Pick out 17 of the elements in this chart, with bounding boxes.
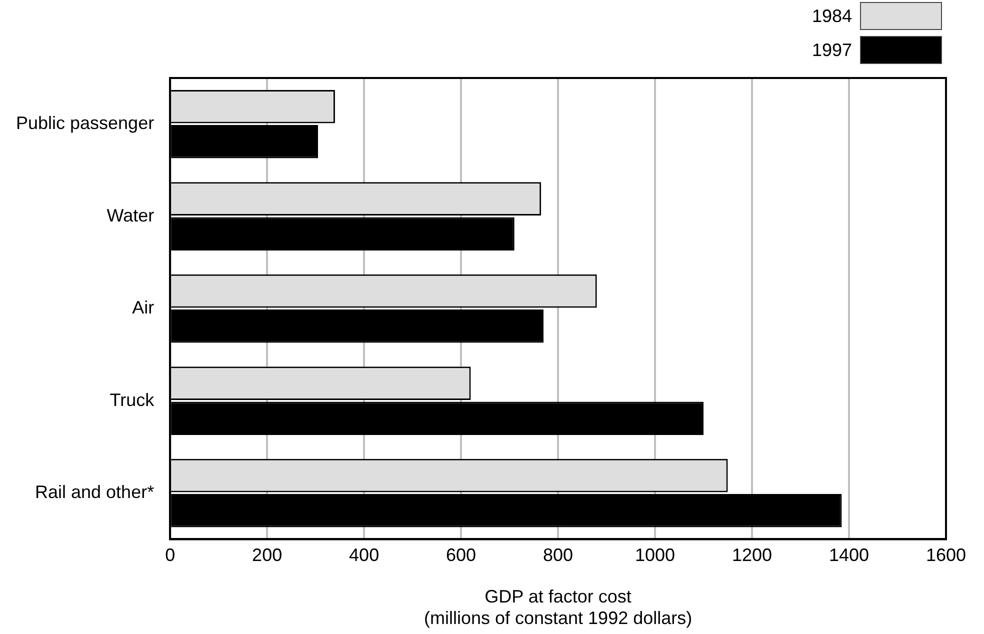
x-tick-label: 600 (446, 544, 476, 565)
y-tick-label: Air (132, 298, 154, 318)
x-tick-label: 1200 (732, 544, 772, 565)
y-tick-label: Truck (110, 390, 156, 410)
x-tick-label: 800 (543, 544, 574, 565)
x-axis-title: GDP at factor cost (millions of constant 1992 dollars) (424, 586, 692, 628)
x-tick-label: 1000 (635, 544, 676, 565)
x-tick-label: 1400 (828, 544, 870, 565)
x-tick-label: 200 (252, 544, 282, 565)
x-tick-label: 1600 (926, 544, 966, 565)
y-tick-label: Public passenger (16, 113, 154, 134)
y-tick-label: Rail and other* (35, 482, 154, 502)
y-tick-label: Water (106, 205, 154, 226)
legend-label: 1984 (812, 6, 852, 26)
legend-label: 1997 (812, 40, 852, 60)
x-tick-label: 0 (165, 544, 176, 565)
x-tick-label: 400 (349, 544, 380, 565)
